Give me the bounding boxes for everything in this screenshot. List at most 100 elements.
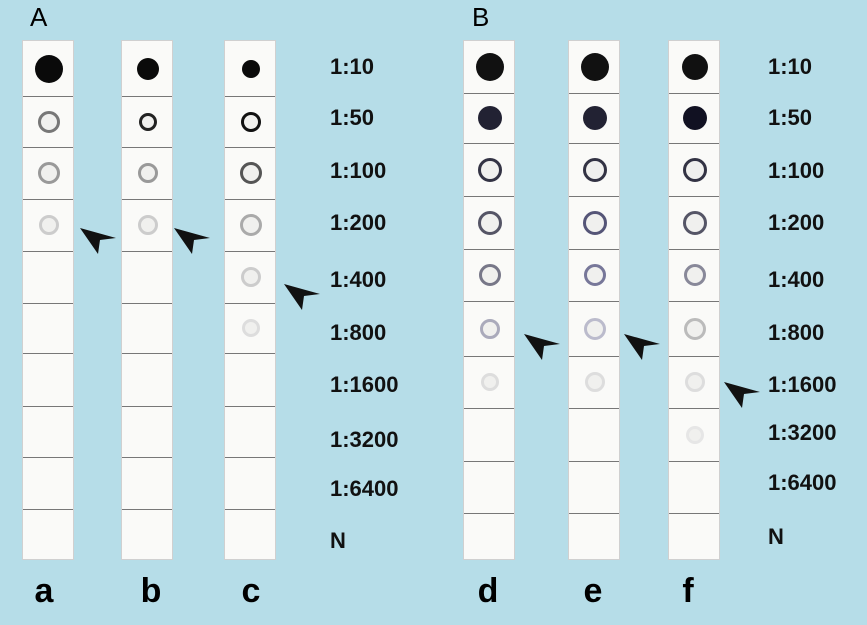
blot-dot	[478, 106, 502, 130]
blot-dot	[581, 53, 609, 81]
blot-dot	[583, 106, 607, 130]
strip-cell-border	[225, 353, 275, 354]
blot-dot	[686, 425, 704, 444]
dilution-label: 1:100	[768, 158, 825, 183]
panel-label-a: A	[30, 2, 48, 32]
strip-cell-border	[225, 199, 275, 200]
blot-dot	[584, 317, 606, 340]
arrowhead-pointer-icon	[724, 382, 760, 408]
dilution-label: N	[768, 524, 784, 549]
strip-cell-border	[464, 408, 514, 409]
strip-cell-border	[464, 461, 514, 462]
strip-cell-border	[23, 303, 73, 304]
blot-dot	[241, 111, 261, 132]
strip-cell-border	[569, 143, 619, 144]
panel-label-b: B	[472, 2, 490, 32]
strip-cell-border	[669, 356, 719, 357]
strip-cell-border	[23, 457, 73, 458]
strip-cell-border	[669, 513, 719, 514]
lane-label: a	[34, 572, 54, 610]
arrowhead-pointer-icon	[284, 284, 320, 310]
blot-dot	[584, 264, 606, 286]
strip-cell-border	[23, 406, 73, 407]
dilution-label: 1:200	[768, 210, 825, 235]
dilution-label: 1:50	[330, 105, 375, 130]
blot-dot	[478, 210, 502, 235]
lane-label: f	[682, 572, 694, 610]
strip-cell-border	[122, 509, 172, 510]
blot-dot	[38, 110, 60, 133]
blot-dot	[479, 264, 501, 286]
strip-cell-border	[122, 199, 172, 200]
blot-dot	[480, 318, 500, 339]
dilution-label: 1:50	[768, 105, 813, 130]
blot-dot	[240, 214, 262, 236]
strip-cell-border	[569, 356, 619, 357]
arrowhead-pointer-icon	[624, 334, 660, 360]
strip-cell-border	[225, 147, 275, 148]
blot-dot	[682, 54, 708, 80]
dilution-label: 1:800	[768, 320, 825, 345]
blot-dot	[242, 319, 260, 337]
strip-cell-border	[464, 513, 514, 514]
blot-dot	[683, 210, 707, 235]
dilution-label: 1:6400	[768, 470, 837, 495]
blot-dot	[476, 53, 504, 81]
blot-dot	[39, 215, 59, 235]
strip-cell-border	[122, 457, 172, 458]
blot-dot	[685, 372, 705, 392]
dilution-label: 1:10	[330, 54, 375, 79]
strip-cell-border	[23, 353, 73, 354]
dilution-label: 1:6400	[330, 476, 399, 501]
blot-strip	[224, 40, 276, 560]
blot-dot	[138, 163, 158, 183]
strip-cell-border	[569, 408, 619, 409]
blot-dot	[684, 264, 706, 286]
strip-cell-border	[569, 461, 619, 462]
blot-dot	[138, 215, 158, 235]
dilution-label: 1:800	[330, 320, 387, 345]
strip-cell-border	[669, 196, 719, 197]
strip-cell-border	[464, 301, 514, 302]
strip-cell-border	[23, 147, 73, 148]
strip-cell-border	[569, 249, 619, 250]
dilution-label: 1:100	[330, 158, 387, 183]
dilution-label: N	[330, 528, 346, 553]
blot-dot	[684, 317, 706, 340]
strip-cell-border	[122, 251, 172, 252]
dilution-label: 1:1600	[768, 372, 837, 397]
dilution-label: 1:200	[330, 210, 387, 235]
blot-dot	[478, 157, 502, 182]
dilution-label: 1:1600	[330, 372, 399, 397]
strip-cell-border	[225, 406, 275, 407]
strip-cell-border	[225, 96, 275, 97]
arrowhead-pointer-icon	[524, 334, 560, 360]
dilution-label: 1:400	[330, 267, 387, 292]
blot-dot	[35, 54, 63, 83]
blot-dot	[242, 59, 260, 78]
lane-label: b	[140, 572, 162, 610]
strip-cell-border	[464, 196, 514, 197]
strip-cell-border	[23, 509, 73, 510]
strip-cell-border	[669, 93, 719, 94]
strip-cell-border	[669, 408, 719, 409]
strip-cell-border	[225, 251, 275, 252]
strip-cell-border	[23, 251, 73, 252]
blot-dot	[38, 162, 60, 184]
blot-dot	[585, 372, 605, 392]
arrowhead-pointer-icon	[174, 228, 210, 254]
strip-cell-border	[569, 513, 619, 514]
blot-dot	[683, 157, 707, 182]
dilution-label: 1:3200	[330, 427, 399, 452]
strip-cell-border	[569, 93, 619, 94]
strip-cell-border	[464, 93, 514, 94]
blot-dot	[481, 373, 499, 391]
strip-cell-border	[225, 509, 275, 510]
blot-dot	[583, 210, 607, 235]
strip-cell-border	[464, 249, 514, 250]
strip-cell-border	[669, 249, 719, 250]
lane-label: c	[241, 572, 261, 610]
blot-strip	[668, 40, 720, 560]
blot-dot	[137, 57, 159, 80]
strip-cell-border	[464, 143, 514, 144]
